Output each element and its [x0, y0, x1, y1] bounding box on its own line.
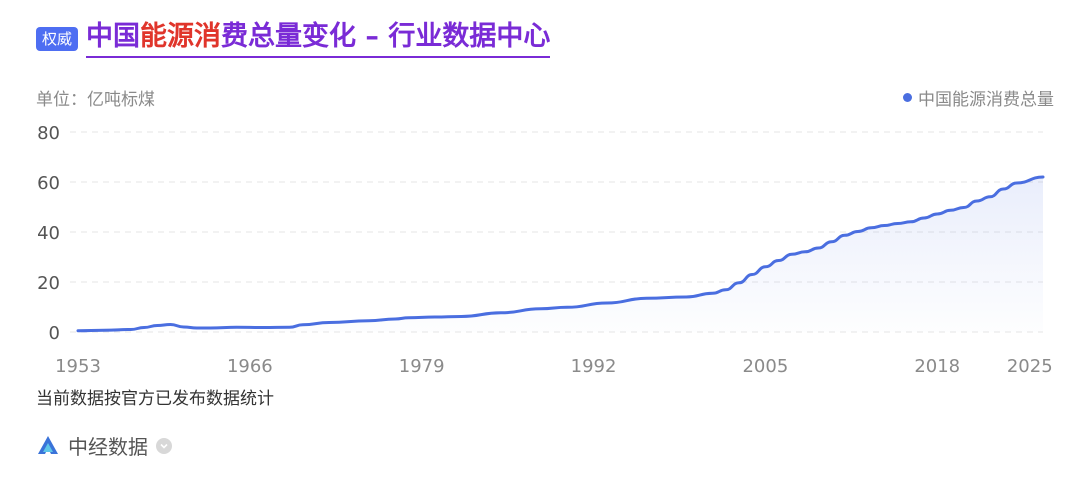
x-tick-label: 1966	[227, 356, 273, 377]
x-tick-label: 1953	[55, 356, 101, 377]
y-axis-unit-label: 单位：亿吨标煤	[36, 90, 155, 110]
title-part-3: 费总量变化 – 行业数据中心	[221, 21, 551, 52]
legend-dot	[903, 93, 912, 102]
x-tick-label: 2018	[914, 356, 960, 377]
y-tick-label: 80	[37, 123, 60, 144]
title-part-1: 中国	[86, 21, 141, 52]
authority-badge: 权威	[36, 27, 79, 51]
series-area	[78, 177, 1043, 332]
chart-title-link[interactable]: 中国能源消费总量变化 – 行业数据中心	[86, 20, 551, 58]
series-line[interactable]	[76, 175, 1045, 333]
chart-header: 权威 中国能源消费总量变化 – 行业数据中心	[36, 20, 551, 58]
chevron-down-icon[interactable]	[156, 437, 172, 454]
chart-legend[interactable]: 中国能源消费总量	[903, 85, 1054, 110]
line-chart: 0 20 40 60 80 1953 1966 1979 1992 2005 2018 2025	[37, 123, 1053, 377]
data-note: 当前数据按官方已发布数据统计	[36, 389, 274, 409]
y-tick-label: 40	[37, 223, 60, 244]
y-tick-label: 20	[37, 273, 60, 294]
x-tick-label: 1992	[571, 356, 617, 377]
zhongjing-logo-icon	[38, 435, 58, 454]
source-name: 中经数据	[68, 435, 148, 459]
legend-label: 中国能源消费总量	[918, 90, 1054, 110]
x-tick-label: 2025	[1007, 356, 1053, 377]
x-tick-label: 1979	[399, 356, 445, 377]
data-source[interactable]: 中经数据	[36, 431, 172, 460]
y-tick-label: 60	[37, 173, 60, 194]
title-part-highlight: 能源消	[140, 21, 222, 52]
y-tick-label: 0	[49, 323, 60, 344]
x-tick-label: 2005	[742, 356, 788, 377]
